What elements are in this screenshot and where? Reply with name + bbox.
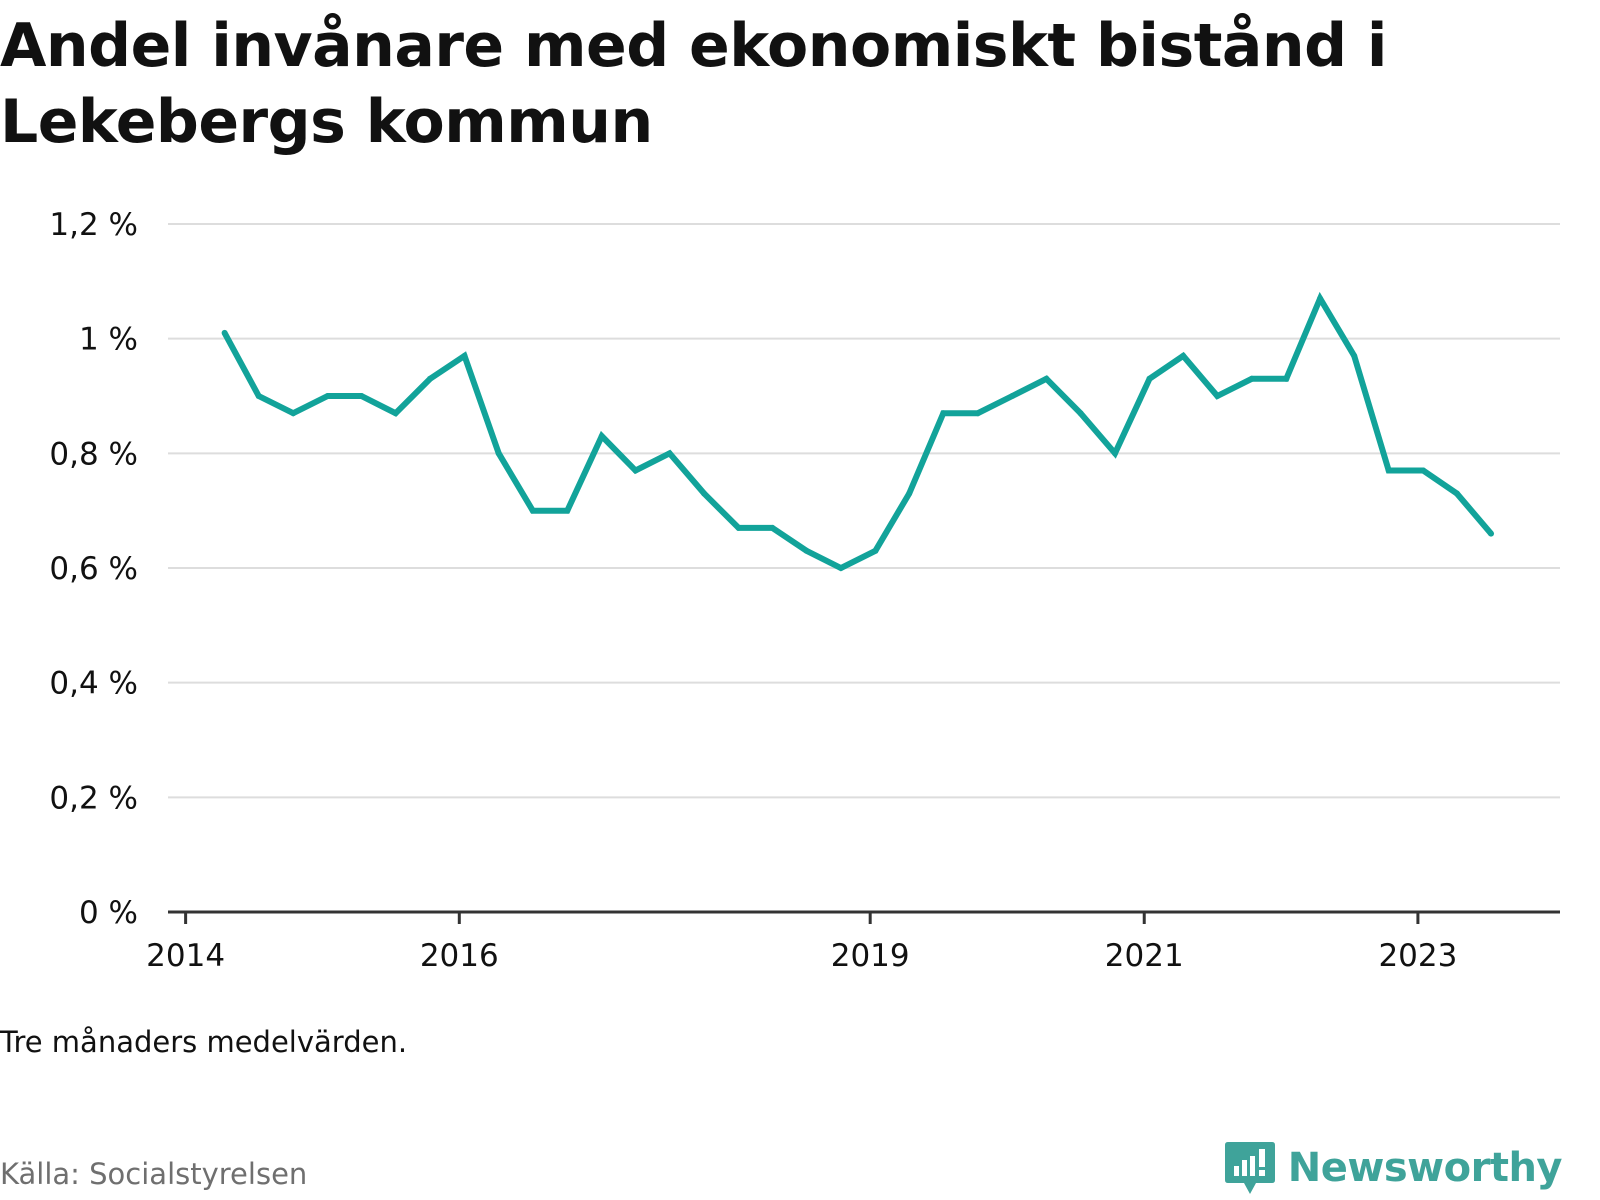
newsworthy-logo-icon bbox=[1224, 1142, 1275, 1194]
data-point bbox=[290, 410, 297, 417]
y-tick-label: 0 % bbox=[79, 895, 138, 931]
x-tick-label: 2021 bbox=[1105, 938, 1184, 974]
data-point bbox=[1488, 530, 1495, 537]
data-point bbox=[358, 393, 365, 399]
data-point bbox=[427, 375, 434, 382]
data-point bbox=[1009, 393, 1016, 399]
chart-note: Tre månaders medelvärden. bbox=[0, 1025, 408, 1059]
data-point bbox=[564, 507, 571, 514]
data-point bbox=[1111, 450, 1118, 457]
data-point bbox=[701, 490, 708, 497]
data-point bbox=[255, 393, 262, 399]
y-tick-label: 1 % bbox=[79, 322, 138, 358]
y-axis-labels: 0 % 0,2 % 0,4 % 0,6 % 0,8 % 1 % 1,2 % bbox=[49, 207, 138, 931]
x-tick-label: 2023 bbox=[1378, 938, 1457, 974]
data-point bbox=[324, 393, 331, 399]
data-point bbox=[1248, 375, 1255, 382]
data-point bbox=[221, 329, 228, 336]
chart-title: Andel invånare med ekonomiskt bistånd i … bbox=[0, 11, 1387, 157]
line-chart: 0 % 0,2 % 0,4 % 0,6 % 0,8 % 1 % 1,2 % 2014 2016… bbox=[49, 207, 1560, 974]
x-tick-label: 2016 bbox=[420, 938, 499, 974]
data-point bbox=[1453, 490, 1460, 497]
data-point bbox=[872, 547, 879, 554]
x-axis-ticks bbox=[184, 912, 1420, 924]
data-point bbox=[735, 524, 742, 531]
data-point bbox=[632, 467, 639, 474]
series-line bbox=[221, 291, 1494, 572]
data-point bbox=[1077, 410, 1084, 417]
y-tick-label: 0,8 % bbox=[49, 436, 138, 472]
gridlines bbox=[168, 223, 1560, 799]
data-point bbox=[1180, 352, 1187, 359]
data-point bbox=[1214, 393, 1221, 399]
data-point bbox=[392, 410, 399, 417]
data-point bbox=[906, 490, 913, 497]
data-point bbox=[769, 524, 776, 531]
x-tick-label: 2014 bbox=[146, 938, 225, 974]
data-points bbox=[221, 295, 1495, 571]
y-tick-label: 0,4 % bbox=[49, 666, 138, 702]
data-point bbox=[598, 433, 605, 440]
newsworthy-brand[interactable]: Newsworthy bbox=[1224, 1140, 1563, 1196]
data-point bbox=[666, 450, 673, 457]
brand-name: Newsworthy bbox=[1287, 1145, 1563, 1191]
x-tick-label: 2019 bbox=[831, 938, 910, 974]
data-point bbox=[940, 410, 947, 417]
y-tick-label: 1,2 % bbox=[49, 207, 138, 243]
data-point bbox=[529, 507, 536, 514]
data-point bbox=[1317, 295, 1324, 302]
y-tick-label: 0,2 % bbox=[49, 780, 138, 816]
data-point bbox=[1385, 467, 1392, 474]
data-point bbox=[837, 565, 844, 571]
data-point bbox=[495, 450, 502, 457]
data-point bbox=[974, 410, 981, 417]
x-axis-labels: 2014 2016 2019 2021 2023 bbox=[146, 938, 1457, 974]
data-point bbox=[1146, 375, 1153, 382]
y-tick-label: 0,6 % bbox=[49, 551, 138, 587]
data-point bbox=[1420, 467, 1427, 474]
data-point bbox=[1351, 352, 1358, 359]
data-point bbox=[1043, 375, 1050, 382]
data-point bbox=[1283, 375, 1290, 382]
source-text: Källa: Socialstyrelsen bbox=[0, 1157, 308, 1191]
data-point bbox=[461, 352, 468, 359]
data-point bbox=[803, 547, 810, 554]
